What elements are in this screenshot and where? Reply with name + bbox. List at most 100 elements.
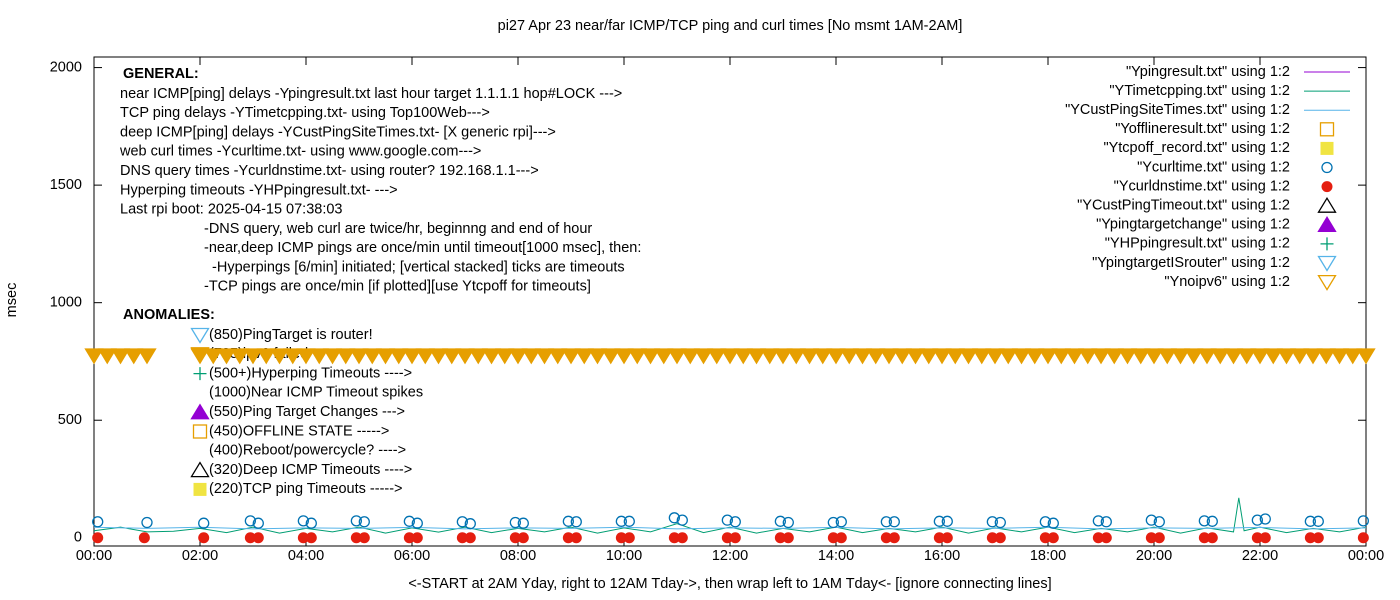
marker-circle <box>1039 516 1051 528</box>
marker-triangle-down <box>614 348 634 365</box>
marker-square <box>193 482 207 496</box>
marker-circle <box>252 532 264 544</box>
marker-circle <box>1092 532 1104 544</box>
marker-circle <box>986 516 998 528</box>
marker-triangle-down <box>428 348 449 365</box>
marker-circle <box>668 532 680 544</box>
marker-circle <box>835 516 847 528</box>
legend-label: "YTimetcpping.txt" using 1:2 <box>1109 83 1290 99</box>
marker-circle <box>933 515 945 527</box>
marker-circle <box>1047 532 1059 544</box>
marker-circle <box>676 514 688 526</box>
marker-triangle-down <box>852 348 873 365</box>
marker-triangle-down <box>309 348 329 365</box>
marker-circle <box>350 532 362 544</box>
marker-square <box>1320 141 1334 155</box>
marker-triangle-down <box>1197 348 1217 365</box>
marker-triangle-down <box>243 348 263 365</box>
marker-circle <box>509 516 521 529</box>
marker-circle <box>517 517 529 529</box>
marker-triangle-down <box>495 348 515 365</box>
marker-circle <box>403 532 415 544</box>
marker-circle <box>676 532 688 544</box>
marker-circle <box>244 532 256 544</box>
anomaly-line: (450)OFFLINE STATE -----> <box>209 423 389 439</box>
general-line: near ICMP[ping] delays -Ypingresult.txt … <box>120 86 622 102</box>
anomaly-line: (500+)Hyperping Timeouts ----> <box>209 365 412 381</box>
marker-triangle-down <box>230 348 250 365</box>
marker-triangle-down <box>110 348 131 365</box>
marker-circle <box>198 517 210 529</box>
marker-circle <box>350 515 363 527</box>
y-tick-label: 1000 <box>50 295 82 311</box>
general-note: -TCP pings are once/min [if plotted][use… <box>204 279 591 295</box>
marker-triangle-down <box>1144 348 1164 365</box>
marker-triangle-down <box>866 348 886 365</box>
marker-triangle-down <box>402 348 422 365</box>
marker-triangle-down <box>932 348 952 365</box>
marker-triangle-down <box>1290 348 1310 365</box>
marker-triangle-down <box>1317 274 1337 291</box>
marker-circle <box>986 532 998 544</box>
marker-triangle-down <box>972 348 992 365</box>
marker-square <box>1319 122 1335 137</box>
marker-triangle-down <box>415 348 435 365</box>
marker-circle <box>1304 515 1316 527</box>
marker-circle <box>994 532 1006 544</box>
marker-circle <box>456 532 468 544</box>
marker-triangle-down <box>561 348 581 365</box>
marker-circle <box>464 518 476 530</box>
marker-triangle-down <box>468 348 488 365</box>
anomaly-line: (550)Ping Target Changes ---> <box>209 404 405 420</box>
marker-triangle-down <box>813 348 833 365</box>
x-tick-label: 02:00 <box>182 548 218 564</box>
marker-circle <box>994 516 1006 529</box>
marker-triangle-down <box>137 348 157 365</box>
marker-circle <box>1145 514 1157 526</box>
general-line: deep ICMP[ping] delays -YCustPingSiteTim… <box>120 124 556 140</box>
marker-triangle-down <box>654 348 674 365</box>
marker-triangle-down <box>256 348 276 365</box>
marker-triangle-down <box>760 348 780 365</box>
marker-triangle-down <box>269 348 290 365</box>
marker-triangle-down <box>601 348 621 365</box>
legend-label: "Yofflineresult.txt" using 1:2 <box>1115 121 1290 137</box>
legend-label: "Ycurldnstime.txt" using 1:2 <box>1114 178 1290 194</box>
marker-circle <box>570 532 582 544</box>
marker-triangle-down <box>1078 348 1098 365</box>
marker-plus <box>193 367 207 381</box>
y-tick-label: 2000 <box>50 59 82 75</box>
marker-triangle-down <box>1117 348 1138 365</box>
marker-triangle-down <box>97 348 117 365</box>
marker-triangle-down <box>720 348 740 365</box>
marker-circle <box>1092 515 1104 527</box>
series-line <box>93 526 1367 530</box>
legend-label: "YCustPingTimeout.txt" using 1:2 <box>1077 198 1290 214</box>
marker-triangle-down <box>733 348 753 365</box>
marker-circle <box>933 532 945 544</box>
marker-circle <box>1206 532 1218 544</box>
marker-circle <box>92 532 104 544</box>
marker-triangle-down <box>1131 348 1151 365</box>
marker-circle <box>615 515 627 527</box>
marker-triangle-down <box>587 348 608 365</box>
marker-triangle-down <box>945 348 965 365</box>
marker-circle <box>1259 513 1271 525</box>
x-tick-label: 00:00 <box>76 548 112 564</box>
marker-circle <box>411 532 423 544</box>
marker-circle <box>305 517 317 529</box>
marker-triangle-down <box>1025 348 1045 365</box>
anomaly-line: (400)Reboot/powercycle? ----> <box>209 443 406 459</box>
x-tick-label: 20:00 <box>1136 548 1172 564</box>
marker-triangle-down <box>1157 348 1177 365</box>
marker-circle <box>509 532 521 544</box>
anomaly-line: (220)TCP ping Timeouts -----> <box>209 481 403 497</box>
marker-triangle-down <box>190 348 210 365</box>
legend-label: "Ypingtargetchange" using 1:2 <box>1096 217 1290 233</box>
marker-triangle-down <box>203 348 223 365</box>
marker-triangle-down <box>1170 348 1191 365</box>
marker-triangle-down <box>508 348 528 365</box>
legend-label: "YCustPingSiteTimes.txt" using 1:2 <box>1065 102 1290 118</box>
